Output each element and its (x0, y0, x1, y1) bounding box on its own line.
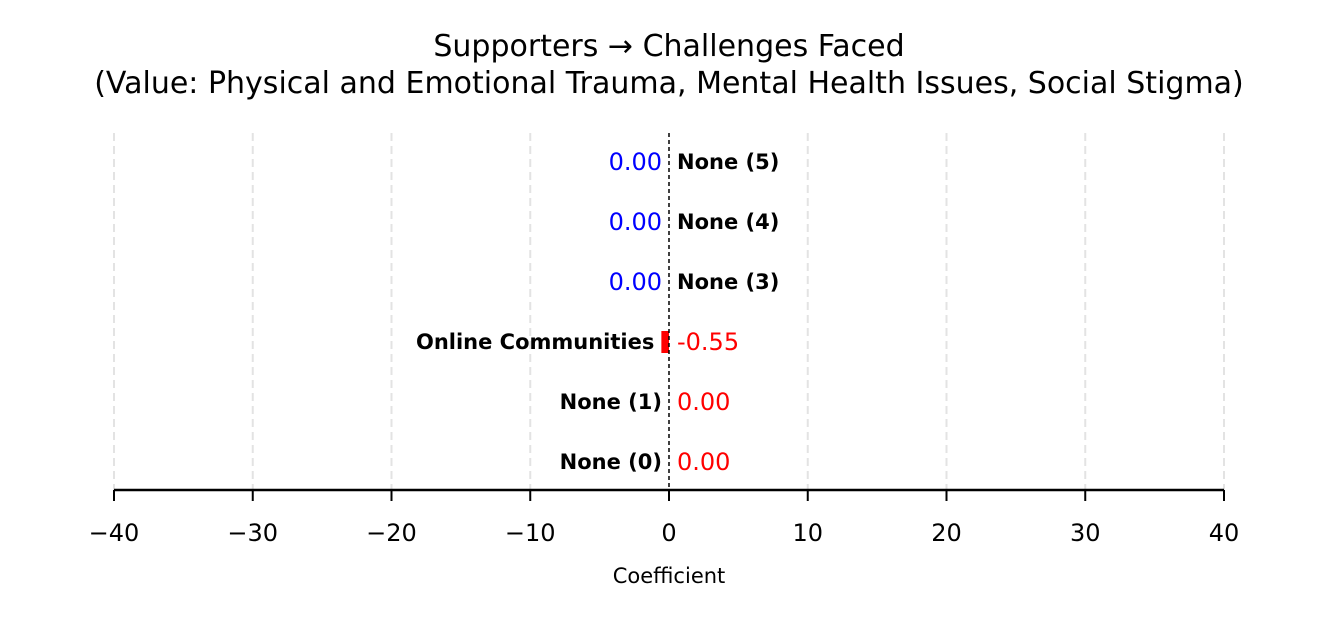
value-label: 0.00 (609, 148, 662, 176)
chart-subtitle: (Value: Physical and Emotional Trauma, M… (94, 66, 1244, 101)
category-label: None (3) (677, 270, 779, 294)
x-tick-label: 40 (1209, 519, 1240, 547)
x-tick-label: −40 (89, 519, 140, 547)
bar (661, 331, 669, 353)
x-axis-label: Coefficient (613, 564, 726, 588)
x-tick-label: −30 (227, 519, 278, 547)
grid-lines (113, 133, 1225, 490)
value-label: -0.55 (677, 328, 739, 356)
category-label: None (0) (560, 450, 662, 474)
value-label: 0.00 (609, 268, 662, 296)
category-label: None (4) (677, 210, 779, 234)
chart-title: Supporters → Challenges Faced (433, 29, 904, 64)
bar-labels: None (0) 0.00 None (1) 0.00 Online Communiti… (416, 148, 779, 476)
x-axis: −40 −30 −20 −10 0 10 20 30 40 (89, 488, 1240, 547)
x-tick-label: 10 (792, 519, 823, 547)
x-tick-label: 0 (661, 519, 676, 547)
value-label: 0.00 (609, 208, 662, 236)
bars (661, 331, 669, 353)
x-tick-label: 30 (1070, 519, 1101, 547)
x-tick-label: 20 (931, 519, 962, 547)
category-label: None (1) (560, 390, 662, 414)
x-tick-label: −20 (366, 519, 417, 547)
x-tick-label: −10 (505, 519, 556, 547)
category-label: Online Communities (416, 330, 654, 354)
value-label: 0.00 (677, 388, 730, 416)
category-label: None (5) (677, 150, 779, 174)
value-label: 0.00 (677, 448, 730, 476)
